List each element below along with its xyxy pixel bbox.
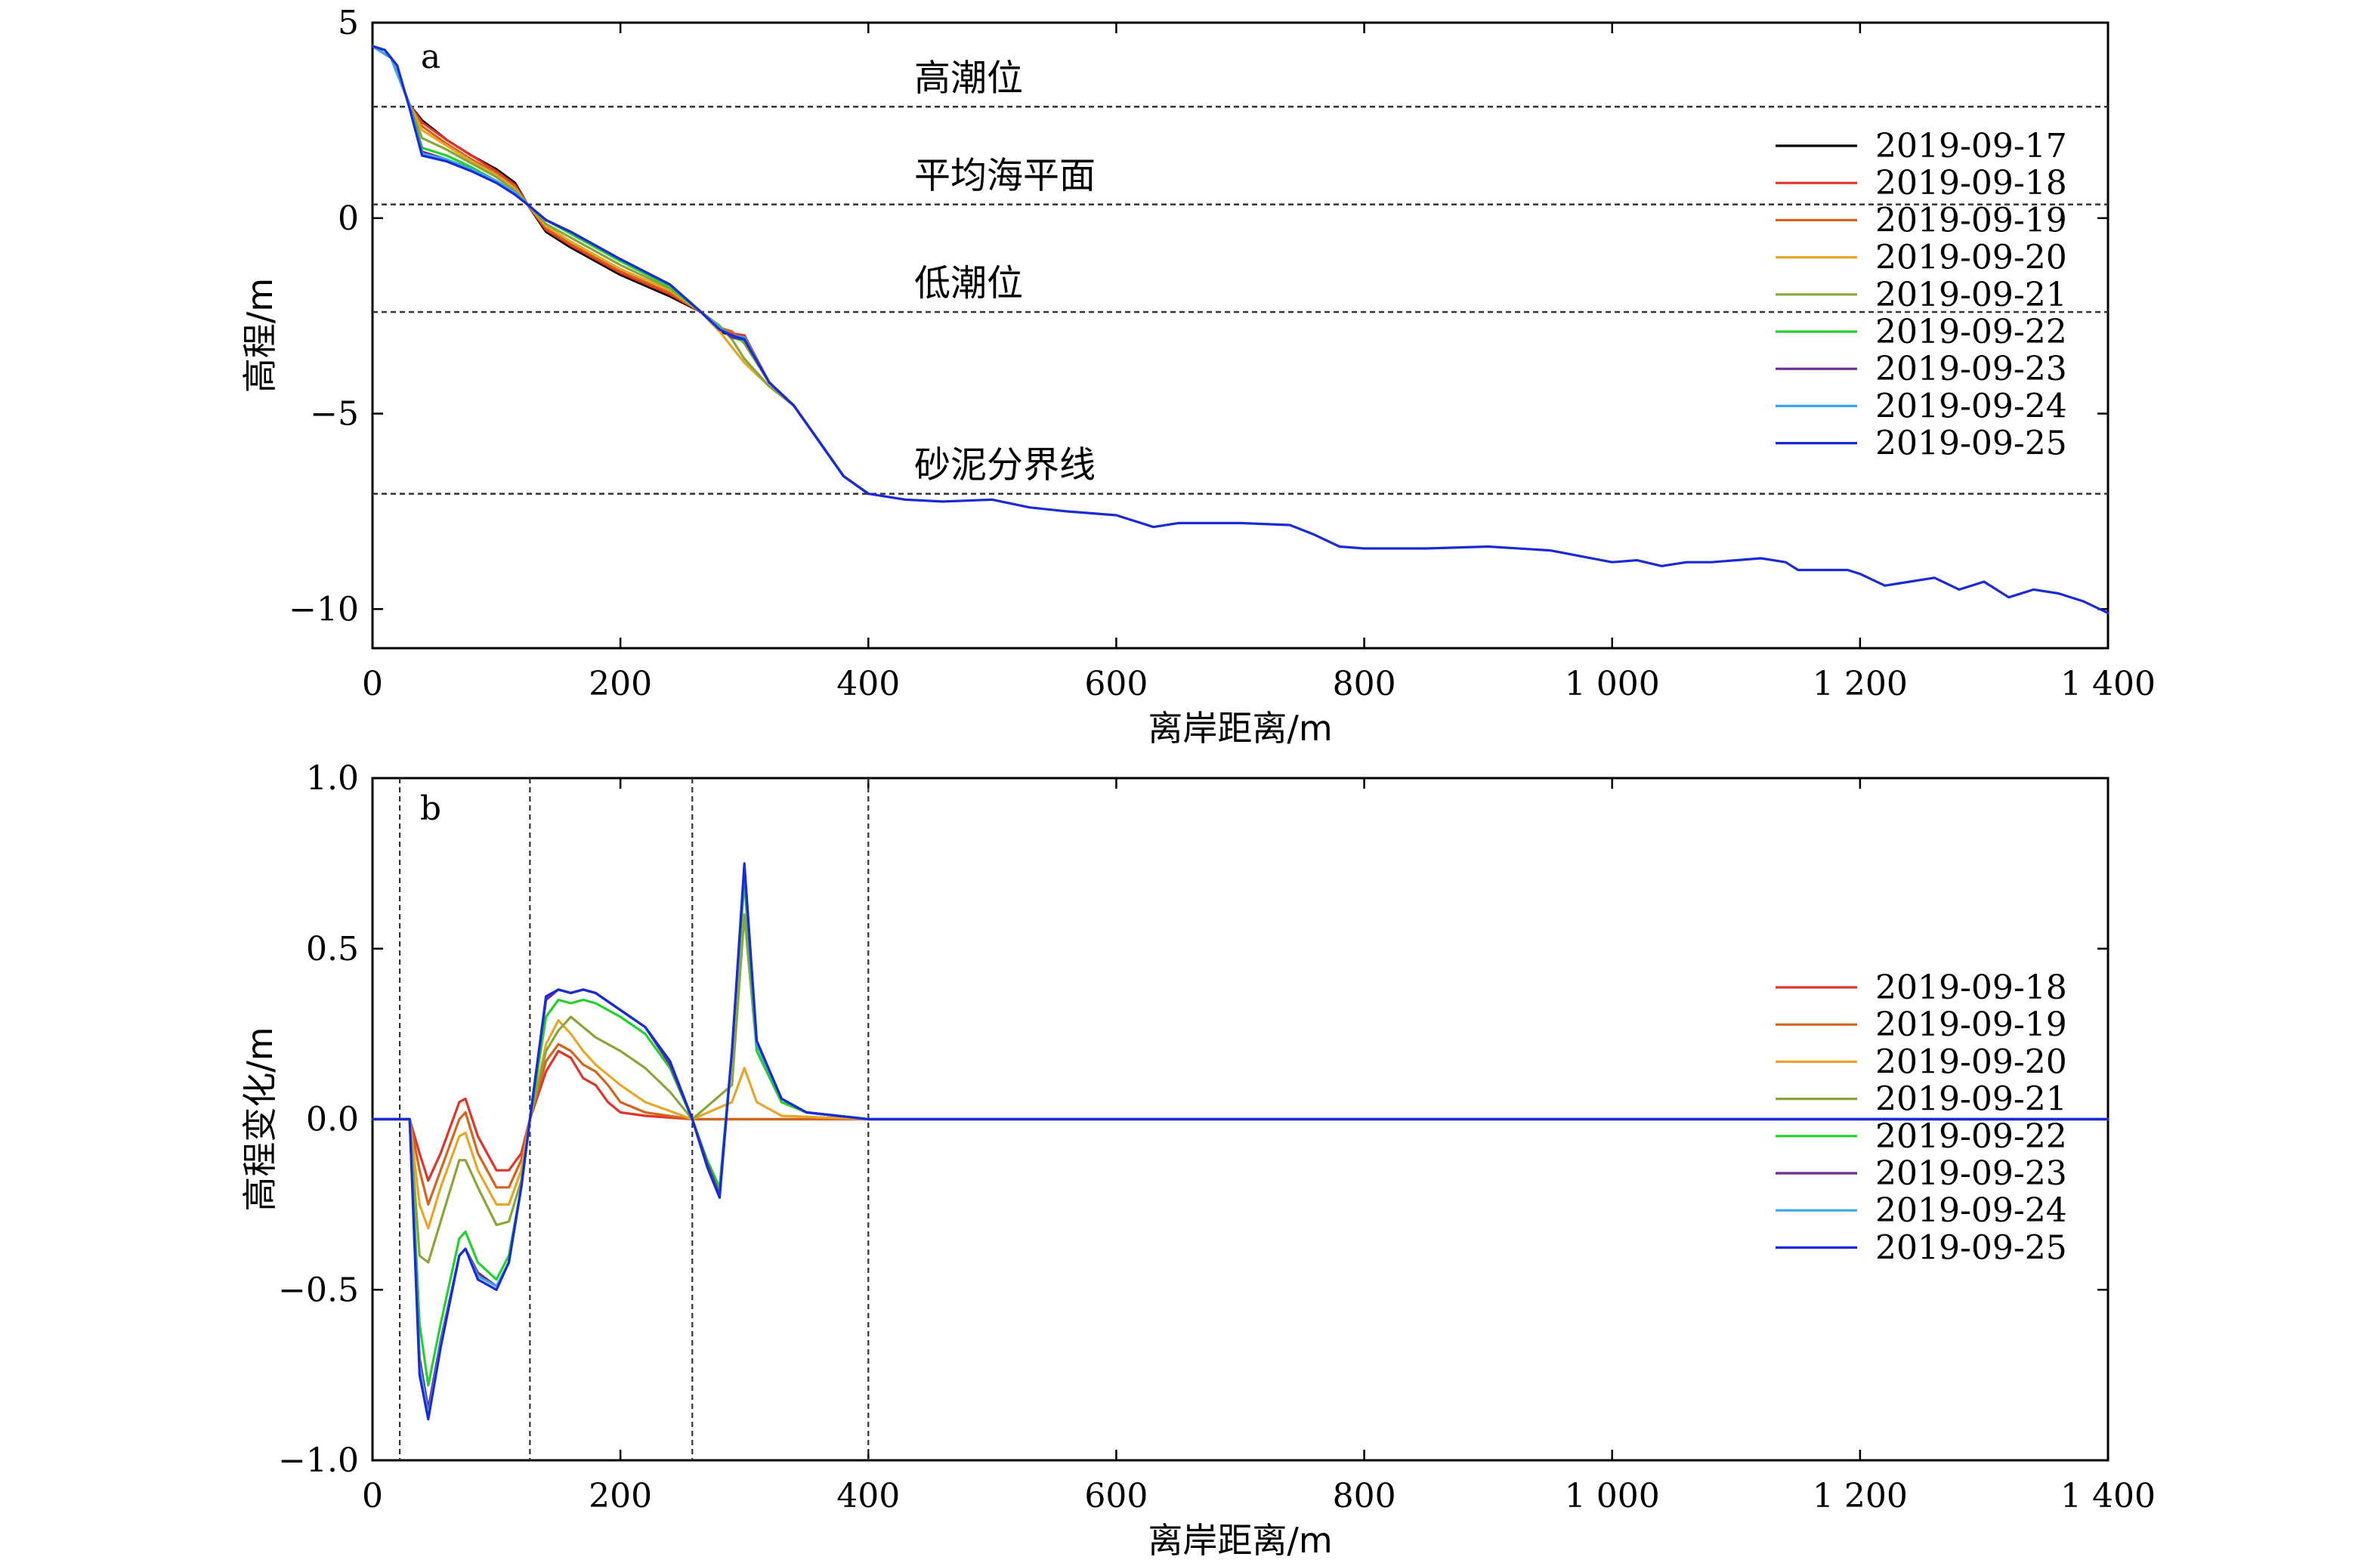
legend-label: 2019-09-25 xyxy=(1875,425,2067,463)
panel-letter: b xyxy=(420,789,441,828)
series-line xyxy=(371,862,2110,1421)
x-tick-label: 800 xyxy=(1333,1477,1396,1515)
y-axis-title: 高程/m xyxy=(240,278,280,393)
legend-label: 2019-09-19 xyxy=(1875,201,2067,239)
y-tick-label: 1.0 xyxy=(306,759,359,798)
x-tick-label: 1 200 xyxy=(1813,1477,1908,1515)
legend-label: 2019-09-20 xyxy=(1875,1043,2067,1081)
x-tick-label: 1 400 xyxy=(2060,1477,2156,1515)
x-tick-label: 0 xyxy=(362,665,383,703)
y-tick-label: −0.5 xyxy=(278,1271,359,1309)
series-line xyxy=(371,869,2110,1410)
y-tick-label: −1.0 xyxy=(278,1441,359,1480)
x-tick-label: 200 xyxy=(589,665,652,703)
y-tick-label: 0.0 xyxy=(306,1101,359,1139)
x-tick-label: 400 xyxy=(836,665,900,703)
y-tick-label: 0.5 xyxy=(306,930,359,968)
series-line xyxy=(371,45,870,496)
series-line xyxy=(371,45,870,496)
x-tick-label: 200 xyxy=(589,1477,652,1515)
panel-b: 0 200 400 600 800 1 000 1 200 1 400 1.0 0.5 0.0 −0.… xyxy=(240,759,2156,1560)
panel-letter: a xyxy=(421,38,440,76)
x-tick-label: 600 xyxy=(1084,1477,1148,1515)
y-tick-label: 5 xyxy=(338,4,359,42)
series-line xyxy=(371,45,2110,615)
plot-frame xyxy=(371,21,2110,650)
x-tick-label: 400 xyxy=(836,1477,900,1515)
legend-label: 2019-09-22 xyxy=(1875,313,2067,351)
legend-label: 2019-09-21 xyxy=(1875,276,2067,314)
legend-label: 2019-09-24 xyxy=(1875,1191,2067,1230)
x-tick-label: 0 xyxy=(362,1477,383,1515)
series-line xyxy=(371,1043,2110,1206)
reference-line-label: 低潮位 xyxy=(914,262,1023,304)
series-line xyxy=(371,1018,2110,1230)
legend-label: 2019-09-17 xyxy=(1875,127,2067,165)
legend-label: 2019-09-20 xyxy=(1875,239,2067,277)
x-tick-label: 800 xyxy=(1333,665,1396,703)
y-tick-label: −10 xyxy=(289,590,359,629)
x-tick-label: 600 xyxy=(1084,665,1148,703)
legend-label: 2019-09-23 xyxy=(1875,350,2067,388)
x-tick-label: 1 200 xyxy=(1813,665,1908,703)
reference-line-label: 平均海平面 xyxy=(914,155,1096,197)
x-tick-label: 1 400 xyxy=(2060,665,2156,703)
legend-label: 2019-09-18 xyxy=(1875,968,2067,1007)
legend-label: 2019-09-22 xyxy=(1875,1117,2067,1156)
reference-line-label: 砂泥分界线 xyxy=(914,444,1096,487)
series-line xyxy=(371,1049,2110,1182)
x-tick-label: 1 000 xyxy=(1565,665,1660,703)
y-tick-label: −5 xyxy=(310,395,359,434)
legend-label: 2019-09-24 xyxy=(1875,387,2067,425)
panel-a: 0 200 400 600 800 1 000 1 200 1 400 5 0 −5 −10 离岸距离/… xyxy=(240,4,2156,749)
y-axis-title: 高程变化/m xyxy=(240,1027,280,1211)
y-tick-label: 0 xyxy=(338,199,359,238)
legend-label: 2019-09-19 xyxy=(1875,1006,2067,1044)
series-line xyxy=(371,913,2110,1264)
legend-label: 2019-09-25 xyxy=(1875,1228,2067,1267)
x-axis-title: 离岸距离/m xyxy=(1148,708,1332,749)
series-line xyxy=(371,865,2110,1417)
reference-line-label: 高潮位 xyxy=(914,57,1023,99)
x-tick-label: 1 000 xyxy=(1565,1477,1660,1515)
legend-label: 2019-09-23 xyxy=(1875,1154,2067,1193)
x-axis-title: 离岸距离/m xyxy=(1148,1520,1332,1560)
legend-label: 2019-09-21 xyxy=(1875,1080,2067,1119)
series-line xyxy=(371,879,2110,1387)
legend-label: 2019-09-18 xyxy=(1875,164,2067,202)
